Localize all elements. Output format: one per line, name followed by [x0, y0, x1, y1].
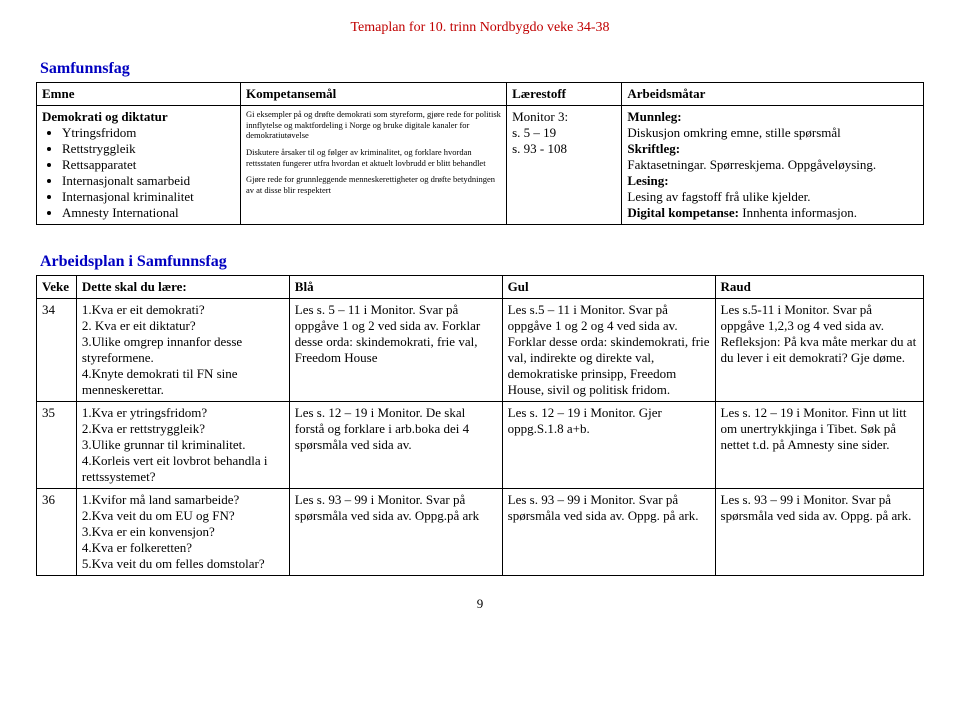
arbeid-text: Lesing av fagstoff frå ulike kjelder. — [627, 189, 918, 205]
cell-veke: 36 — [37, 489, 77, 576]
arbeid-heading: Munnleg: — [627, 109, 681, 124]
arbeid-heading: Lesing: — [627, 173, 668, 188]
list-item: Internasjonalt samarbeid — [62, 173, 235, 189]
list-item: Amnesty International — [62, 205, 235, 221]
table-row: 35 1.Kva er ytringsfridom? 2.Kva er rett… — [37, 402, 924, 489]
list-item: 1.Kva er eit demokrati? — [82, 302, 284, 318]
th-blaa: Blå — [289, 276, 502, 299]
arbeid-text: Diskusjon omkring emne, stille spørsmål — [627, 125, 918, 141]
komp-text: Gjøre rede for grunnleggende menneskeret… — [246, 174, 501, 195]
cell-blaa: Les s. 93 – 99 i Monitor. Svar på spørsm… — [289, 489, 502, 576]
th-laere: Dette skal du lære: — [76, 276, 289, 299]
cell-laere: 1.Kvifor må land samarbeide? 2.Kva veit … — [76, 489, 289, 576]
list-item: 3.Ulike omgrep innanfor desse styreforme… — [82, 334, 284, 366]
list-item: 4.Kva er folkeretten? — [82, 540, 284, 556]
cell-gul: Les s.5 – 11 i Monitor. Svar på oppgåve … — [502, 299, 715, 402]
cell-blaa: Les s. 5 – 11 i Monitor. Svar på oppgåve… — [289, 299, 502, 402]
page-number: 9 — [36, 596, 924, 612]
th-emne: Emne — [37, 83, 241, 106]
laerestoff-line: s. 5 – 19 — [512, 125, 616, 141]
th-veke: Veke — [37, 276, 77, 299]
th-gul: Gul — [502, 276, 715, 299]
list-item: Rettsapparatet — [62, 157, 235, 173]
list-item: Ytringsfridom — [62, 125, 235, 141]
table-kompetanse: Emne Kompetansemål Lærestoff Arbeidsmåta… — [36, 82, 924, 225]
list-item: 1.Kvifor må land samarbeide? — [82, 492, 284, 508]
th-raud: Raud — [715, 276, 923, 299]
list-item: 1.Kva er ytringsfridom? — [82, 405, 284, 421]
list-item: Rettstryggleik — [62, 141, 235, 157]
table-row: Demokrati og diktatur Ytringsfridom Rett… — [37, 106, 924, 225]
emne-title: Demokrati og diktatur — [42, 109, 168, 124]
cell-laerestoff: Monitor 3: s. 5 – 19 s. 93 - 108 — [507, 106, 622, 225]
cell-laere: 1.Kva er eit demokrati? 2. Kva er eit di… — [76, 299, 289, 402]
list-item: 5.Kva veit du om felles domstolar? — [82, 556, 284, 572]
arbeid-heading: Digital kompetanse: — [627, 205, 739, 220]
table-arbeidsplan: Veke Dette skal du lære: Blå Gul Raud 34… — [36, 275, 924, 576]
cell-raud: Les s.5-11 i Monitor. Svar på oppgåve 1,… — [715, 299, 923, 402]
list-item: 4.Knyte demokrati til FN sine menneskere… — [82, 366, 284, 398]
th-laerestoff: Lærestoff — [507, 83, 622, 106]
list-item: Internasjonal kriminalitet — [62, 189, 235, 205]
list-item: 2.Kva veit du om EU og FN? — [82, 508, 284, 524]
laerestoff-line: s. 93 - 108 — [512, 141, 616, 157]
cell-veke: 35 — [37, 402, 77, 489]
th-arbeidsmatar: Arbeidsmåtar — [622, 83, 924, 106]
cell-raud: Les s. 93 – 99 i Monitor. Svar på spørsm… — [715, 489, 923, 576]
cell-veke: 34 — [37, 299, 77, 402]
th-kompetansemal: Kompetansemål — [241, 83, 507, 106]
arbeid-text: Innhenta informasjon. — [739, 205, 857, 220]
table-row: 34 1.Kva er eit demokrati? 2. Kva er eit… — [37, 299, 924, 402]
arbeid-text: Faktasetningar. Spørreskjema. Oppgåveløy… — [627, 157, 918, 173]
table-row: 36 1.Kvifor må land samarbeide? 2.Kva ve… — [37, 489, 924, 576]
emne-list: Ytringsfridom Rettstryggleik Rettsappara… — [42, 125, 235, 221]
list-item: 2. Kva er eit diktatur? — [82, 318, 284, 334]
cell-emne: Demokrati og diktatur Ytringsfridom Rett… — [37, 106, 241, 225]
list-item: 3.Kva er ein konvensjon? — [82, 524, 284, 540]
cell-gul: Les s. 93 – 99 i Monitor. Svar på spørsm… — [502, 489, 715, 576]
cell-raud: Les s. 12 – 19 i Monitor. Finn ut litt o… — [715, 402, 923, 489]
cell-laere: 1.Kva er ytringsfridom? 2.Kva er rettstr… — [76, 402, 289, 489]
section-title-samfunnsfag: Samfunnsfag — [40, 60, 924, 78]
section-title-arbeidsplan: Arbeidsplan i Samfunnsfag — [40, 253, 924, 271]
list-item: 3.Ulike grunnar til kriminalitet. — [82, 437, 284, 453]
laerestoff-line: Monitor 3: — [512, 109, 616, 125]
komp-text: Diskutere årsaker til og følger av krimi… — [246, 147, 501, 168]
komp-text: Gi eksempler på og drøfte demokrati som … — [246, 109, 501, 141]
list-item: 4.Korleis vert eit lovbrot behandla i re… — [82, 453, 284, 485]
page-header: Temaplan for 10. trinn Nordbygdo veke 34… — [36, 20, 924, 36]
list-item: 2.Kva er rettstryggleik? — [82, 421, 284, 437]
table-header-row: Emne Kompetansemål Lærestoff Arbeidsmåta… — [37, 83, 924, 106]
cell-blaa: Les s. 12 – 19 i Monitor. De skal forstå… — [289, 402, 502, 489]
cell-gul: Les s. 12 – 19 i Monitor. Gjer oppg.S.1.… — [502, 402, 715, 489]
arbeid-heading: Skriftleg: — [627, 141, 680, 156]
cell-kompetansemal: Gi eksempler på og drøfte demokrati som … — [241, 106, 507, 225]
cell-arbeidsmatar: Munnleg: Diskusjon omkring emne, stille … — [622, 106, 924, 225]
table-header-row: Veke Dette skal du lære: Blå Gul Raud — [37, 276, 924, 299]
